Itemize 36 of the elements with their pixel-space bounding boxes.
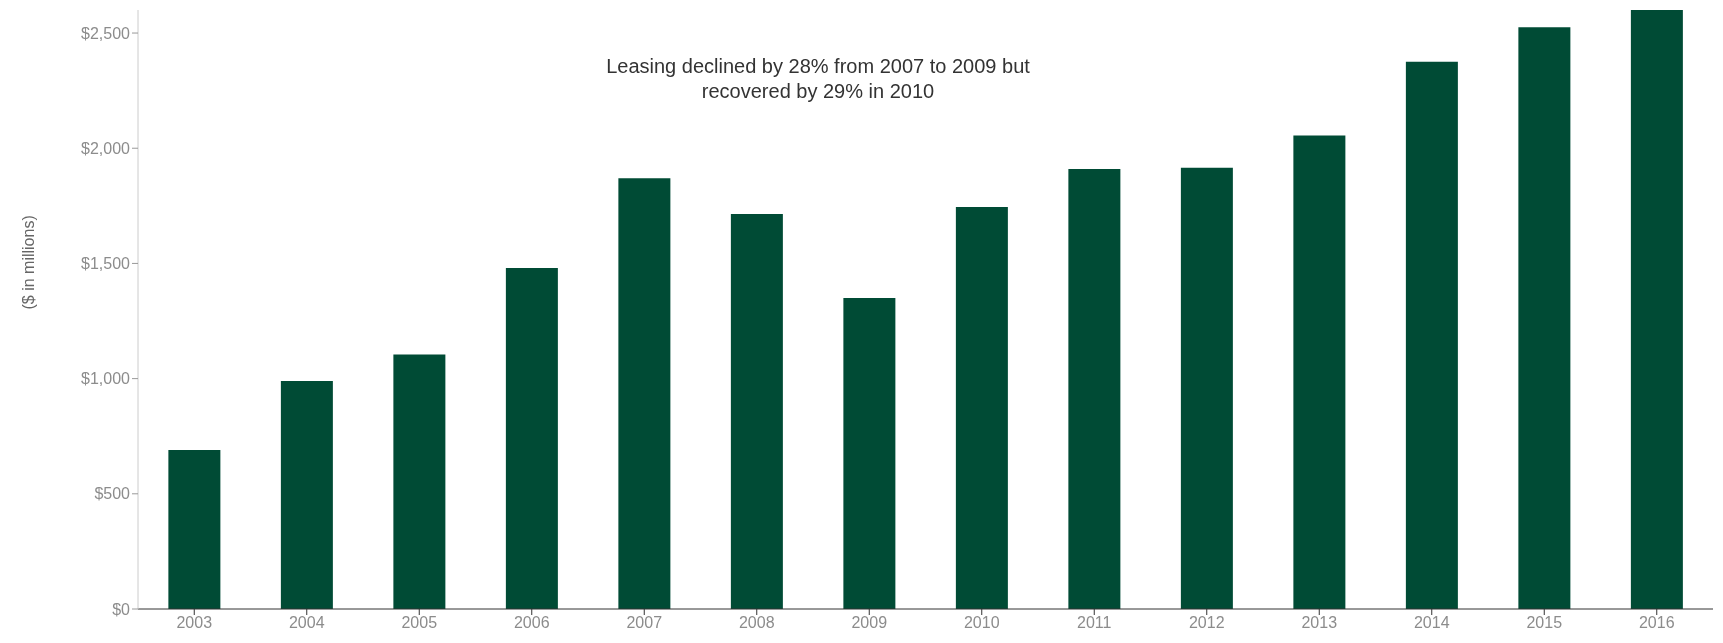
x-tick-label: 2008 — [738, 614, 775, 632]
annotation: Leasing declined by 28% from 2007 to 2009 but recovered by 29% in 2010 — [605, 54, 1031, 104]
x-tick-label: 2016 — [1638, 614, 1675, 632]
x-tick-label: 2005 — [401, 614, 438, 632]
x-tick-label: 2012 — [1188, 614, 1225, 632]
x-tick-label: 2013 — [1301, 614, 1338, 632]
x-tick-label: 2004 — [288, 614, 325, 632]
bar — [1180, 167, 1233, 609]
x-tick-label: 2007 — [626, 614, 663, 632]
bar — [505, 268, 558, 609]
bar — [955, 206, 1008, 609]
bar — [168, 450, 221, 609]
bar — [1293, 135, 1346, 609]
y-tick-label: $1,000 — [81, 370, 131, 388]
x-tick-label: 2006 — [513, 614, 550, 632]
bar — [843, 297, 896, 609]
y-axis-title: ($ in millions) — [19, 215, 37, 310]
x-tick-label: 2009 — [851, 614, 888, 632]
bar — [393, 354, 446, 609]
x-tick-label: 2003 — [176, 614, 213, 632]
bar — [1068, 168, 1121, 609]
bar — [280, 380, 333, 609]
bar — [1630, 10, 1683, 609]
bar — [1405, 61, 1458, 609]
bar — [1518, 27, 1571, 609]
x-tick-label: 2015 — [1526, 614, 1563, 632]
x-tick-label: 2011 — [1077, 614, 1112, 632]
y-tick-label: $0 — [112, 600, 131, 618]
bar — [618, 178, 671, 609]
x-tick-label: 2010 — [963, 614, 1000, 632]
y-tick-label: $1,500 — [81, 255, 131, 273]
y-tick-label: $2,000 — [81, 139, 131, 157]
x-tick-label: 2014 — [1413, 614, 1450, 632]
y-tick-label: $500 — [94, 485, 131, 503]
bar — [730, 213, 783, 609]
y-tick-label: $2,500 — [81, 24, 131, 42]
